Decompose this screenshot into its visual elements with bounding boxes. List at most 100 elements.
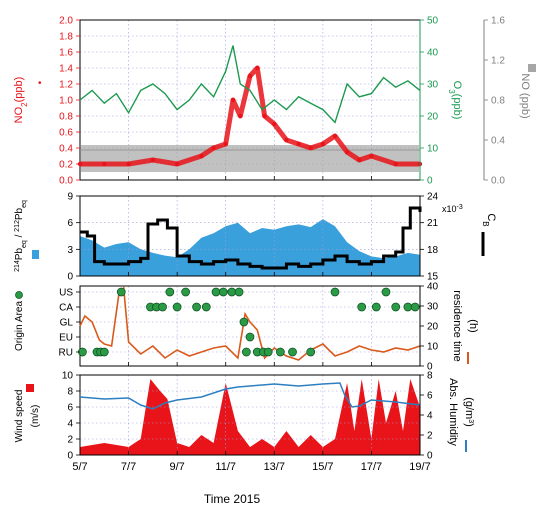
origin-point — [276, 347, 285, 357]
right-y-tick-label: 21 — [427, 218, 439, 229]
no2-data-point — [150, 157, 156, 163]
origin-category-label: GL — [60, 318, 74, 329]
origin-point — [288, 347, 297, 357]
no2-data-point — [174, 161, 180, 167]
right-y-tick-label: 1.6 — [491, 16, 505, 27]
right-y-tick-label: 50 — [427, 16, 439, 27]
right-y-tick-label: 0.8 — [491, 96, 505, 107]
y-tick-label: 1.8 — [59, 32, 73, 43]
y-tick-label: 0.4 — [59, 144, 73, 155]
no2-data-point — [284, 137, 289, 143]
origin-point — [403, 302, 413, 312]
origin-point — [330, 287, 340, 297]
no2-data-point — [357, 157, 362, 163]
residence-time-axis-label: residence time — [451, 290, 463, 362]
no2-data-point — [247, 73, 253, 79]
pb-ratio-area — [80, 219, 420, 276]
residence-time-unit: (h) — [467, 319, 479, 332]
time-axis: 5/7 7/7 9/7 11/7 13/7 15/7 17/7 19/7 — [72, 461, 430, 473]
origin-point — [306, 347, 316, 357]
panel-meteo: 0 2 4 6 8 10 0 2 4 6 8 Wind speed (m/s) Abs. Humidity… — [14, 371, 475, 462]
origin-point — [227, 287, 237, 297]
no2-data-point — [262, 113, 267, 119]
x-tick-label: 17/7 — [361, 461, 382, 473]
no2-data-point — [344, 149, 350, 155]
y-tick-label: 1.2 — [59, 80, 73, 91]
pb-ratio-axis-label: 214Pbeq / 212Pbeq — [14, 200, 28, 272]
y-tick-label: 2 — [67, 435, 73, 446]
y-tick-label: 9 — [67, 192, 73, 203]
y-tick-label: 6 — [67, 218, 73, 229]
origin-point — [218, 287, 228, 297]
x-axis-label: Time 2015 — [204, 492, 261, 506]
no2-data-point — [238, 113, 243, 119]
y-tick-label: 0 — [67, 451, 73, 462]
no2-data-point — [369, 153, 374, 159]
right-y-tick-label: 30 — [427, 302, 439, 313]
right-y-tick-label: 0 — [427, 451, 433, 462]
y-tick-label: 0 — [67, 272, 73, 283]
origin-point — [391, 302, 401, 312]
right-y-tick-label: 24 — [427, 192, 439, 203]
x-tick-label: 13/7 — [264, 461, 285, 473]
no2-data-point — [255, 65, 260, 71]
wind-speed-unit: (m/s) — [30, 405, 41, 428]
origin-point — [181, 287, 190, 297]
cb-series-line — [80, 206, 422, 270]
no2-data-point — [126, 161, 131, 167]
no2-data-point — [393, 161, 398, 167]
right-y-tick-label: 30 — [427, 80, 439, 91]
x-tick-label: 11/7 — [215, 461, 236, 473]
no2-data-point — [272, 121, 277, 127]
x-tick-label: 19/7 — [409, 461, 430, 473]
humidity-unit: (g/m3) — [463, 397, 475, 427]
origin-point — [371, 302, 381, 312]
y-tick-label: 8 — [67, 387, 73, 398]
origin-point — [234, 287, 244, 297]
y-tick-label: 4 — [67, 419, 73, 430]
no2-data-point — [199, 153, 204, 159]
wind-speed-axis-label: Wind speed — [14, 390, 25, 443]
x-tick-label: 9/7 — [169, 461, 184, 473]
origin-area-axis-label: Origin Area — [14, 301, 25, 351]
right-y-tick-label: 10 — [427, 342, 439, 353]
origin-point — [116, 287, 126, 297]
y-tick-label: 0.0 — [59, 176, 73, 187]
origin-point — [172, 302, 182, 312]
right-y-tick-label: 6 — [427, 391, 433, 402]
right-y-tick-label: 20 — [427, 112, 439, 123]
y-tick-label: 6 — [67, 403, 73, 414]
no2-data-point — [332, 133, 338, 139]
y-tick-label: 1.0 — [59, 96, 73, 107]
o3-axis-label: O3(ppb) — [448, 81, 464, 120]
origin-point — [242, 347, 251, 357]
right-y-tick-label: 10 — [427, 144, 439, 155]
y-tick-label: 0.6 — [59, 128, 73, 139]
y-tick-label: 0.2 — [59, 160, 73, 171]
no2-data-point — [223, 141, 228, 147]
cb-axis-label: CB — [482, 213, 498, 226]
no2-data-point — [320, 141, 326, 147]
no2-series-line — [80, 65, 420, 167]
right-y-tick-label: 2 — [427, 431, 433, 442]
origin-point — [410, 302, 420, 312]
no2-axis-label: NO2(ppb) — [13, 77, 29, 124]
y-tick-label: 1.4 — [59, 64, 73, 75]
wind-legend-swatch — [26, 384, 34, 392]
right-y-tick-label: 40 — [427, 48, 439, 59]
x-tick-label: 7/7 — [121, 461, 136, 473]
o3-series-line — [79, 45, 421, 124]
no-legend-swatch — [528, 64, 536, 72]
y-tick-label: 2.0 — [59, 16, 73, 27]
humidity-line — [79, 382, 421, 410]
right-y-tick-label: 0.4 — [491, 136, 505, 147]
x-tick-label: 5/7 — [72, 461, 87, 473]
right-y-tick-label: 8 — [427, 371, 433, 382]
origin-legend-marker — [15, 291, 23, 299]
origin-category-label: RU — [59, 348, 73, 359]
y-tick-label: 3 — [67, 245, 73, 256]
no2-data-point — [211, 145, 216, 151]
origin-category-label: CA — [59, 303, 73, 314]
